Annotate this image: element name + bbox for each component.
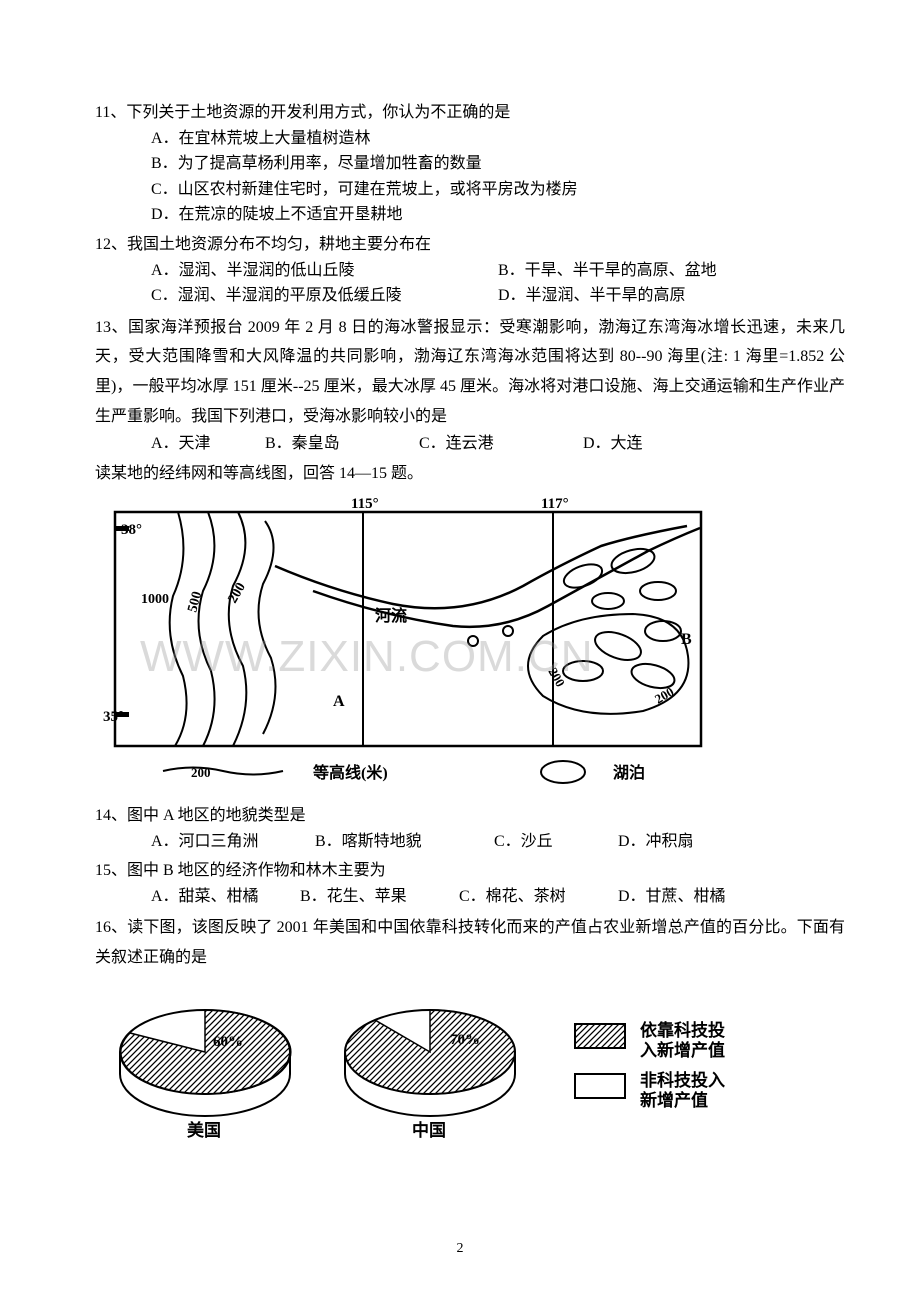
question-12: 12、我国土地资源分布不均匀，耕地主要分布在 A．湿润、半湿润的低山丘陵 B．干… <box>95 232 845 309</box>
map-c1000: 1000 <box>141 592 169 607</box>
map-legend-lake: 湖泊 <box>613 763 645 782</box>
q11-optA: A．在宜林荒坡上大量植树造林 <box>95 126 845 152</box>
map-pointB: B <box>681 631 692 648</box>
q15-optD: D．甘蔗、柑橘 <box>618 884 726 910</box>
q13-stem: 13、国家海洋预报台 2009 年 2 月 8 日的海冰警报显示：受寒潮影响，渤… <box>95 313 845 431</box>
q12-optD: D．半湿润、半干旱的高原 <box>498 283 845 309</box>
q12-row1: A．湿润、半湿润的低山丘陵 B．干旱、半干旱的高原、盆地 <box>95 258 845 284</box>
q14-optB: B．喀斯特地貌 <box>315 829 490 855</box>
question-13: 13、国家海洋预报台 2009 年 2 月 8 日的海冰警报显示：受寒潮影响，渤… <box>95 313 845 457</box>
q15-options: A．甜菜、柑橘 B．花生、苹果 C．棉花、茶树 D．甘蔗、柑橘 <box>95 884 845 910</box>
q14-optA: A．河口三角洲 <box>151 829 311 855</box>
pie-us-pct: 60% <box>213 1034 243 1050</box>
pie-figure: 60% 美国 70% 中国 依靠科技投 入新增产值 非科技投入 新增产值 <box>95 984 845 1153</box>
pie-legend2b: 新增产值 <box>640 1090 708 1110</box>
q14-stem: 14、图中 A 地区的地貌类型是 <box>95 803 845 829</box>
q14-optD: D．冲积扇 <box>618 829 694 855</box>
question-16: 16、读下图，该图反映了 2001 年美国和中国依靠科技转化而来的产值占农业新增… <box>95 913 845 972</box>
q13-optB: B．秦皇岛 <box>265 431 415 457</box>
q14-optC: C．沙丘 <box>494 829 614 855</box>
q14-options: A．河口三角洲 B．喀斯特地貌 C．沙丘 D．冲积扇 <box>95 829 845 855</box>
pie-cn: 70% 中国 <box>345 1010 515 1140</box>
map-figure: 115° 117° 38° 35° 1000 500 200 河流 200 20… <box>103 496 845 795</box>
pie-cn-label: 中国 <box>412 1120 446 1140</box>
q12-stem: 12、我国土地资源分布不均匀，耕地主要分布在 <box>95 232 845 258</box>
map-river-label: 河流 <box>375 606 407 625</box>
read-1415-intro: 读某地的经纬网和等高线图，回答 14—15 题。 <box>95 461 845 487</box>
q13-optD: D．大连 <box>583 431 643 457</box>
q11-optB: B．为了提高草杨利用率，尽量增加牲畜的数量 <box>95 151 845 177</box>
q15-stem: 15、图中 B 地区的经济作物和林木主要为 <box>95 858 845 884</box>
q11-stem: 11、下列关于土地资源的开发利用方式，你认为不正确的是 <box>95 100 845 126</box>
map-legend-200: 200 <box>191 765 211 780</box>
q12-optC: C．湿润、半湿润的平原及低缓丘陵 <box>151 283 498 309</box>
q12-optB: B．干旱、半干旱的高原、盆地 <box>498 258 845 284</box>
pie-legend1: 依靠科技投 <box>640 1020 725 1040</box>
question-11: 11、下列关于土地资源的开发利用方式，你认为不正确的是 A．在宜林荒坡上大量植树… <box>95 100 845 228</box>
q12-row2: C．湿润、半湿润的平原及低缓丘陵 D．半湿润、半干旱的高原 <box>95 283 845 309</box>
q11-optD: D．在荒凉的陡坡上不适宜开垦耕地 <box>95 202 845 228</box>
map-legend-contour: 等高线(米) <box>312 763 388 782</box>
q15-optA: A．甜菜、柑橘 <box>151 884 296 910</box>
pie-cn-pct: 70% <box>450 1032 480 1048</box>
q13-optC: C．连云港 <box>419 431 579 457</box>
pie-us-label: 美国 <box>187 1120 221 1140</box>
map-lon2: 117° <box>541 496 569 512</box>
pie-legend1b: 入新增产值 <box>640 1040 725 1060</box>
map-lon1: 115° <box>351 496 379 512</box>
map-pointA: A <box>333 693 345 710</box>
q11-optC: C．山区农村新建住宅时，可建在荒坡上，或将平房改为楼房 <box>95 177 845 203</box>
pie-legend: 依靠科技投 入新增产值 非科技投入 新增产值 <box>575 1020 725 1110</box>
q15-optC: C．棉花、茶树 <box>459 884 614 910</box>
pie-us: 60% 美国 <box>120 1010 291 1140</box>
question-14: 14、图中 A 地区的地貌类型是 A．河口三角洲 B．喀斯特地貌 C．沙丘 D．… <box>95 803 845 854</box>
page-number: 2 <box>457 1238 464 1260</box>
q16-stem: 16、读下图，该图反映了 2001 年美国和中国依靠科技转化而来的产值占农业新增… <box>95 913 845 972</box>
q13-options: A．天津 B．秦皇岛 C．连云港 D．大连 <box>95 431 845 457</box>
q15-optB: B．花生、苹果 <box>300 884 455 910</box>
q12-optA: A．湿润、半湿润的低山丘陵 <box>151 258 498 284</box>
pie-legend2: 非科技投入 <box>640 1070 725 1090</box>
question-15: 15、图中 B 地区的经济作物和林木主要为 A．甜菜、柑橘 B．花生、苹果 C．… <box>95 858 845 909</box>
q13-optA: A．天津 <box>151 431 261 457</box>
